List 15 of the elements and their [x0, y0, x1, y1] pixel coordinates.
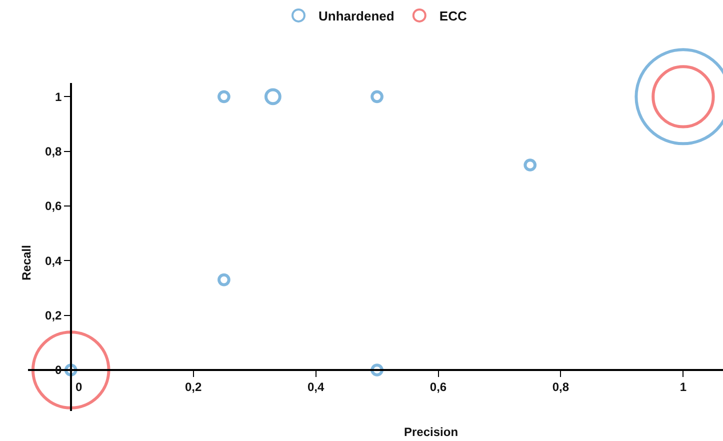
legend-label: ECC	[439, 8, 468, 24]
x-tick-label: 1	[680, 380, 687, 394]
x-axis-title: Precision	[404, 425, 458, 439]
y-tick-label: 1	[55, 90, 62, 104]
y-tick-label: 0,8	[45, 144, 62, 159]
x-tick-label: 0	[76, 380, 83, 394]
y-axis-title: Recall	[20, 245, 34, 280]
x-tick-label: 0,8	[552, 380, 570, 394]
x-tick-label: 0,4	[307, 380, 324, 394]
y-tick-label: 0,2	[45, 308, 62, 323]
x-tick-label: 0,2	[184, 380, 202, 394]
x-tick-label: 0,6	[430, 380, 447, 394]
y-tick-label: 0,4	[45, 254, 62, 268]
y-tick-label: 0,6	[45, 199, 62, 214]
legend-label: Unhardened	[318, 8, 394, 24]
